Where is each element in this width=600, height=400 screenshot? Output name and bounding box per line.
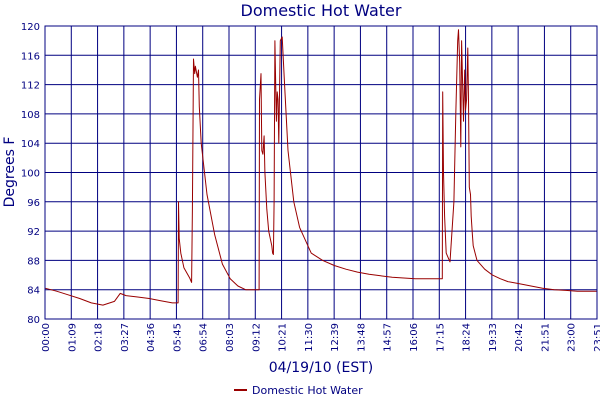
grid [44,25,598,320]
y-tick-label: 84 [27,286,40,297]
x-tick-label: 19:33 [488,323,499,352]
x-tick-label: 23:51 [593,323,600,352]
y-tick-label: 108 [21,110,40,121]
y-tick-label: 92 [27,227,40,238]
x-tick-label: 21:51 [540,323,551,352]
x-tick-label: 01:09 [67,323,78,352]
x-tick-label: 04:36 [146,323,157,352]
y-tick-label: 100 [21,169,40,180]
legend: Domestic Hot Water [234,384,363,397]
y-tick-label: 112 [21,81,40,92]
x-tick-label: 12:39 [330,323,341,352]
series-layer [44,29,597,306]
legend-entry-domestic-hot-water: Domestic Hot Water [252,384,363,397]
x-tick-label: 08:03 [225,323,236,352]
y-axis-ticks: 80 84 88 92 96 100 104 108 112 116 120 [21,22,40,326]
x-tick-label: 00:00 [41,323,52,352]
x-axis-ticks: 00:00 01:09 02:18 03:27 04:36 05:45 06:54 08:03… [41,323,600,352]
y-tick-label: 88 [27,256,40,267]
x-tick-label: 05:45 [172,323,183,352]
x-tick-label: 23:00 [567,323,578,352]
y-tick-label: 120 [21,22,40,33]
x-tick-label: 17:15 [435,323,446,352]
x-tick-label: 09:12 [251,323,262,352]
y-tick-label: 96 [27,198,40,209]
x-tick-label: 13:48 [356,323,367,352]
x-tick-label: 10:21 [278,323,289,352]
x-tick-label: 11:30 [304,323,315,352]
series-line-domestic-hot-water [44,29,597,306]
y-tick-label: 116 [21,51,40,62]
x-tick-label: 02:18 [94,323,105,352]
x-tick-label: 06:54 [199,323,210,352]
x-tick-label: 16:06 [409,323,420,352]
chart-title: Domestic Hot Water [241,1,402,20]
x-axis-label: 04/19/10 (EST) [269,360,374,376]
y-tick-label: 80 [27,315,40,326]
x-tick-label: 03:27 [120,323,131,352]
x-tick-label: 14:57 [383,323,394,352]
x-tick-label: 18:24 [462,323,473,352]
y-tick-label: 104 [21,139,40,150]
plot-area-border [44,25,598,320]
x-tick-label: 20:42 [514,323,525,352]
y-axis-label: Degrees F [2,137,18,208]
